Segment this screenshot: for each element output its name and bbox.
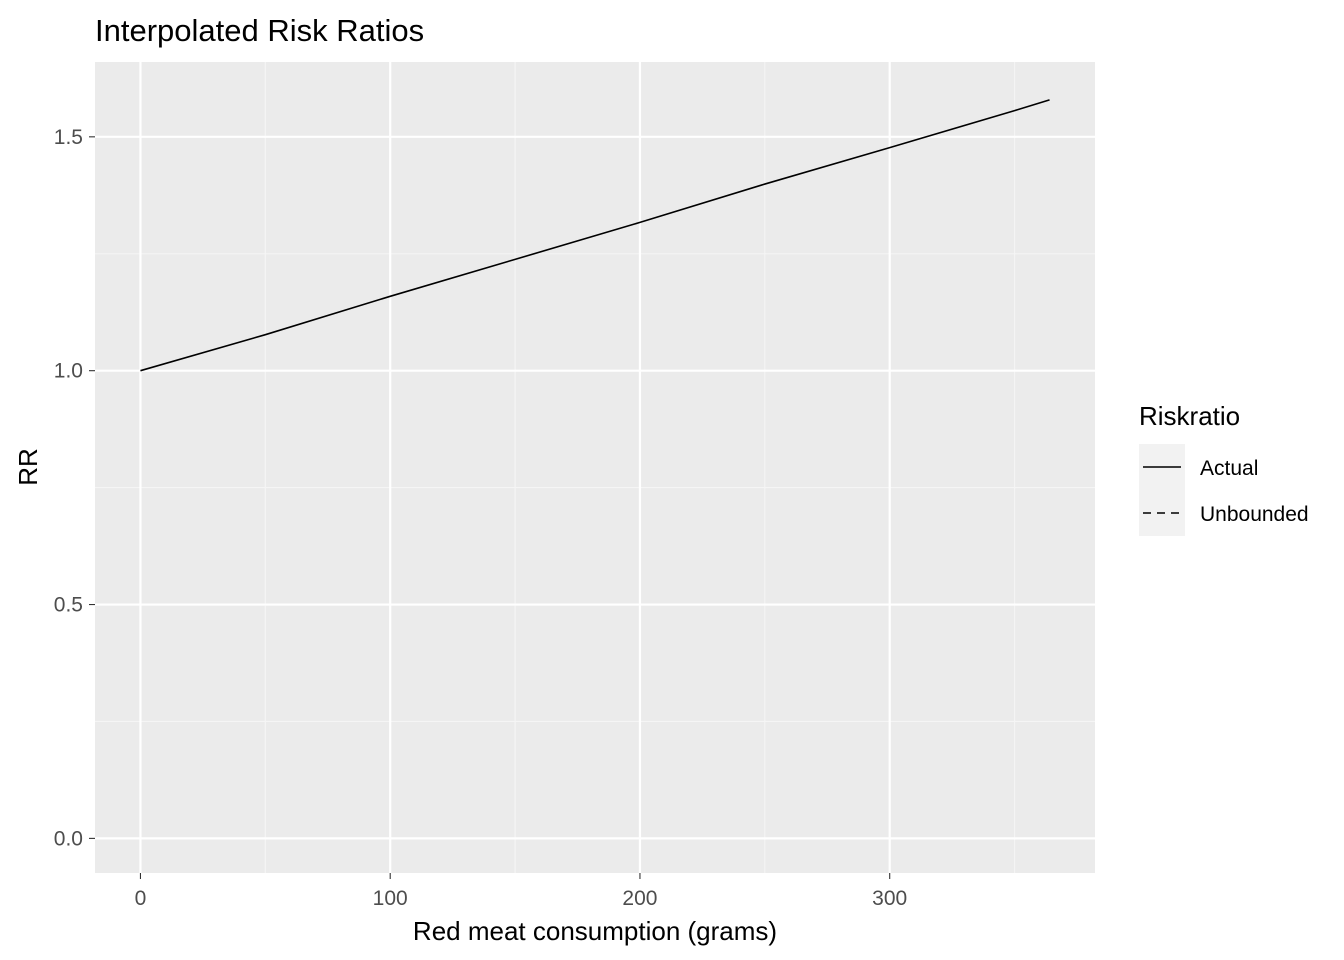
x-tick-label: 200 — [622, 887, 657, 910]
plot-panel — [95, 62, 1095, 873]
series-line-actual — [140, 99, 1050, 372]
minor-gridlines — [95, 62, 1095, 873]
legend-label-actual: Actual — [1200, 457, 1258, 480]
y-axis-title: RR — [13, 448, 43, 486]
legend-entries: Actual Unbounded — [1139, 444, 1309, 536]
y-tick-label: 1.0 — [54, 360, 83, 383]
chart-title: Interpolated Risk Ratios — [95, 13, 424, 48]
legend: Riskratio Actual Unbounded — [1139, 401, 1309, 536]
x-tick-label: 0 — [135, 887, 147, 910]
y-tick-label: 0.5 — [54, 594, 83, 617]
x-tick-label: 300 — [872, 887, 907, 910]
legend-label-unbounded: Unbounded — [1200, 503, 1309, 526]
axis-ticks: 0 100 200 300 0.0 0.5 1.0 1.5 — [54, 126, 907, 910]
legend-title: Riskratio — [1139, 401, 1240, 431]
x-axis-title: Red meat consumption (grams) — [413, 916, 777, 946]
series-layer — [140, 99, 1050, 372]
y-tick-label: 1.5 — [54, 126, 83, 149]
y-tick-label: 0.0 — [54, 827, 83, 850]
x-tick-label: 100 — [373, 887, 408, 910]
